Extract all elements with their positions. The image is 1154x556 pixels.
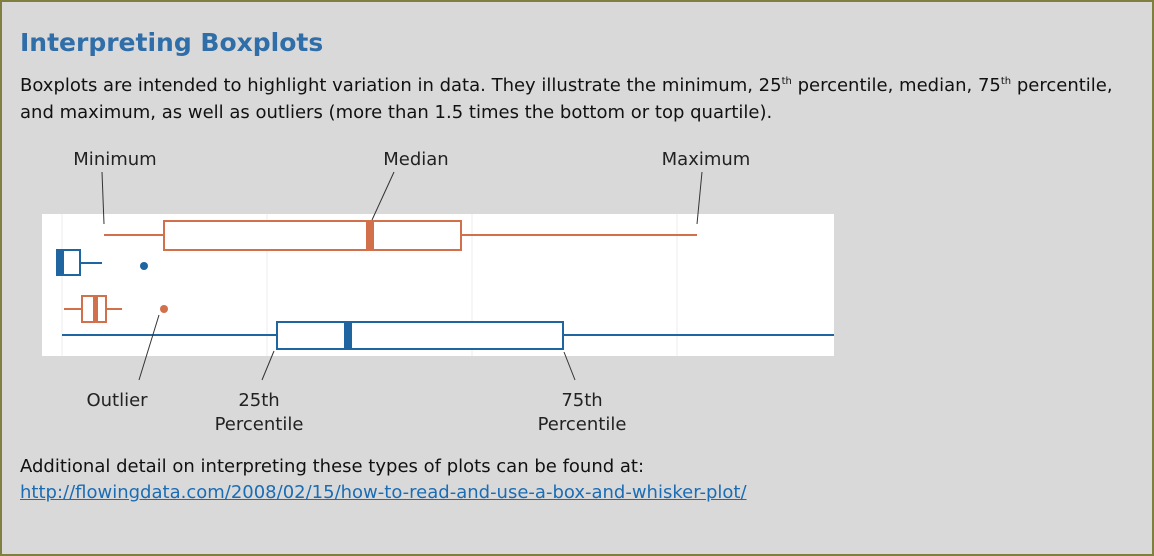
callout-lines (101, 171, 703, 381)
superscript: th (1000, 76, 1012, 87)
label: 75th (561, 390, 602, 411)
text: Boxplots are intended to highlight varia… (20, 75, 782, 96)
title: Interpreting Boxplots (20, 28, 324, 57)
footer-text: Additional detail on interpreting these … (20, 456, 645, 477)
link[interactable]: http://flowingdata.com/2008/02/15/how-to… (20, 482, 747, 503)
label: 25th (238, 390, 279, 411)
label: Percentile (215, 414, 304, 435)
label: Outlier (86, 390, 148, 411)
boxplot (104, 220, 697, 251)
boxplot (64, 295, 168, 323)
text: percentile, and maximum, as well as outl… (20, 75, 1113, 123)
footer: Additional detail on interpreting these … (20, 454, 747, 506)
label: Median (383, 149, 448, 170)
label: Percentile (538, 414, 627, 435)
superscript: th (781, 76, 792, 87)
boxplot (62, 321, 834, 350)
boxplot (56, 249, 148, 276)
label: Minimum (73, 149, 156, 170)
label: Maximum (662, 149, 751, 170)
text: percentile, median, 75 (791, 75, 1001, 96)
intro-text: Boxplots are intended to highlight varia… (20, 72, 1140, 126)
